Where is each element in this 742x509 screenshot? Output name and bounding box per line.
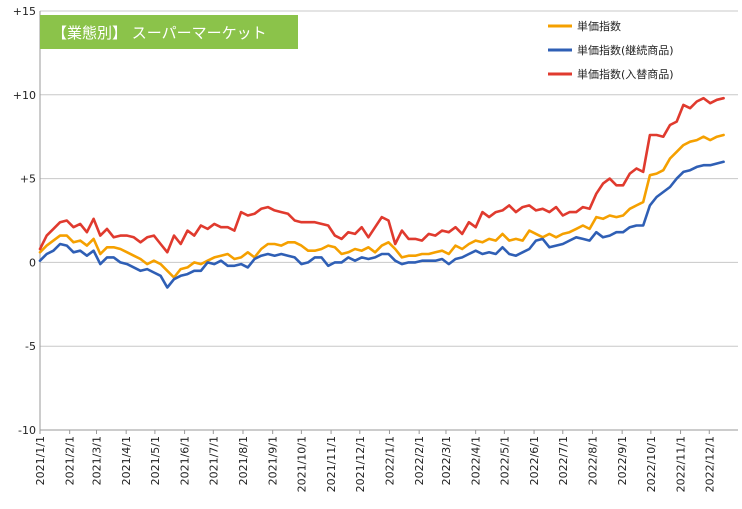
x-tick-label: 2022/1/1 (383, 436, 396, 485)
legend-label-3: 単価指数(入替商品) (577, 67, 674, 81)
x-tick-label: 2022/9/1 (616, 436, 629, 485)
y-tick-label: 0 (29, 256, 36, 269)
y-tick-labels: +15 +10 +5 0 -5 -10 (13, 5, 36, 437)
x-tick-label: 2021/11/1 (325, 436, 338, 492)
x-tick-label: 2022/6/1 (528, 436, 541, 485)
x-tick-label: 2021/6/1 (179, 436, 192, 485)
x-tick-label: 2021/7/1 (207, 436, 220, 485)
x-tick-label: 2021/3/1 (90, 436, 103, 485)
y-tick-label: -10 (18, 424, 36, 437)
x-tick-label: 2021/2/1 (64, 436, 77, 485)
x-tick-label: 2021/9/1 (267, 436, 280, 485)
y-tick-label: +10 (13, 89, 36, 102)
chart-title-text: 【業態別】 スーパーマーケット (52, 24, 267, 42)
x-tick-label: 2021/8/1 (237, 436, 250, 485)
y-tick-label: +5 (20, 173, 36, 186)
legend-label-2: 単価指数(継続商品) (577, 43, 674, 57)
x-tick-label: 2021/10/1 (295, 436, 308, 492)
chart-title-background (40, 15, 298, 49)
x-tick-label: 2022/12/1 (703, 436, 716, 492)
chart-title: 【業態別】 スーパーマーケット (40, 15, 298, 49)
x-tick-label: 2022/8/1 (586, 436, 599, 485)
x-tick-label: 2021/12/1 (354, 436, 367, 492)
x-tick-label: 2021/4/1 (120, 436, 133, 485)
series-lines (38, 96, 725, 289)
series-line-2 (38, 160, 725, 289)
x-tick-label: 2022/7/1 (557, 436, 570, 485)
x-tick-label: 2022/3/1 (440, 436, 453, 485)
y-tick-label: -5 (25, 340, 36, 353)
legend-label-1: 単価指数 (577, 19, 621, 33)
x-tick-label: 2022/4/1 (470, 436, 483, 485)
x-tick-label: 2021/5/1 (149, 436, 162, 485)
x-tick-label: 2022/2/1 (413, 436, 426, 485)
x-tick-label: 2022/5/1 (498, 436, 511, 485)
series-line-3 (38, 96, 725, 254)
x-tick-label: 2022/10/1 (645, 436, 658, 492)
series-line-1 (38, 133, 725, 279)
x-tick-label: 2022/11/1 (675, 436, 688, 492)
y-tick-label: +15 (13, 5, 36, 18)
x-tick-labels: 2021/1/1 2021/2/1 2021/3/1 2021/4/1 2021/5/1… (34, 436, 716, 492)
x-tick-label: 2021/1/1 (34, 436, 47, 485)
